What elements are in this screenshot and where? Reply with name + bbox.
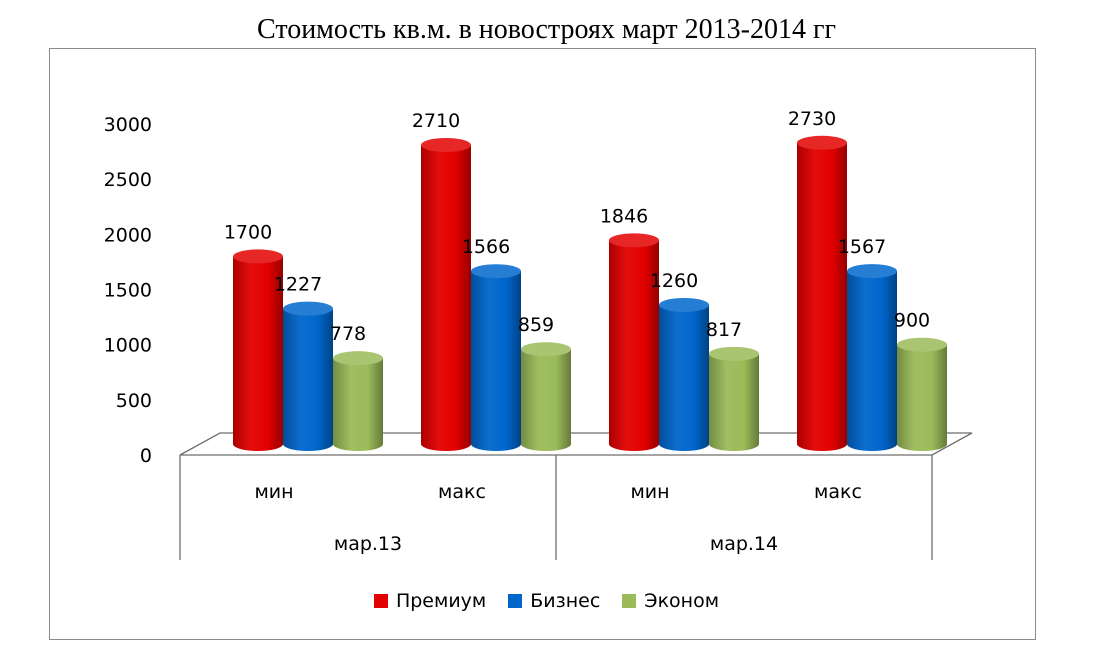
legend-label-premium: Премиум: [395, 590, 487, 612]
bar-эконом: [333, 358, 383, 451]
x-group-label: мар.13: [334, 533, 402, 555]
bar-top: [609, 233, 659, 248]
legend-item-business: Бизнес: [508, 590, 600, 612]
bar-эконом: [521, 349, 571, 451]
bar-top: [421, 137, 471, 152]
bar-top: [283, 301, 333, 316]
bar-top: [897, 337, 947, 352]
y-tick-label: 2500: [104, 169, 152, 191]
x-category-label: макс: [814, 481, 862, 503]
bar-бизнес: [283, 308, 333, 451]
x-group-label: мар.14: [710, 533, 778, 555]
y-tick-label: 3000: [104, 114, 152, 136]
bar-эконом: [709, 353, 759, 451]
bar-премиум: [421, 144, 471, 451]
y-tick-label: 2000: [104, 224, 152, 246]
data-label: 859: [518, 314, 554, 336]
data-label: 1566: [462, 236, 510, 258]
bar-бизнес: [847, 271, 897, 451]
bar-top: [333, 351, 383, 366]
data-label: 2730: [788, 108, 836, 130]
bar-премиум: [233, 256, 283, 451]
y-tick-label: 0: [140, 445, 152, 467]
legend-swatch-business: [508, 594, 523, 608]
legend-item-premium: Премиум: [373, 590, 487, 612]
bar-премиум: [609, 240, 659, 451]
data-label: 2710: [412, 110, 460, 132]
legend-label-economy: Эконом: [644, 590, 720, 612]
x-category-label: мин: [254, 481, 293, 503]
bar-эконом: [897, 344, 947, 451]
y-tick-label: 1500: [104, 280, 152, 302]
data-label: 817: [706, 319, 742, 341]
legend-label-business: Бизнес: [530, 590, 601, 612]
x-category-label: макс: [438, 481, 486, 503]
data-label: 900: [894, 310, 930, 332]
chart-title: Стоимость кв.м. в новостроях март 2013-2…: [257, 14, 836, 45]
data-label: 1700: [224, 221, 272, 243]
bar-top: [471, 264, 521, 279]
data-label: 1846: [600, 205, 648, 227]
data-label: 1567: [838, 236, 886, 258]
bar-премиум: [797, 142, 847, 452]
bar-top: [709, 346, 759, 361]
bar-top: [233, 249, 283, 264]
legend-swatch-premium: [373, 594, 388, 608]
data-label: 1260: [650, 270, 698, 292]
bar-top: [797, 135, 847, 150]
chart-frame: [49, 48, 1036, 640]
bar-top: [847, 264, 897, 279]
y-tick-label: 500: [116, 390, 152, 412]
legend-item-economy: Эконом: [622, 590, 719, 612]
data-label: 778: [330, 323, 366, 345]
data-label: 1227: [274, 274, 322, 296]
y-tick-label: 1000: [104, 335, 152, 357]
bar-бизнес: [659, 304, 709, 451]
bar-бизнес: [471, 271, 521, 451]
bar-top: [521, 342, 571, 357]
x-category-label: мин: [630, 481, 669, 503]
legend: Премиум Бизнес Эконом: [0, 590, 1093, 612]
bar-top: [659, 297, 709, 312]
legend-swatch-economy: [622, 594, 637, 608]
